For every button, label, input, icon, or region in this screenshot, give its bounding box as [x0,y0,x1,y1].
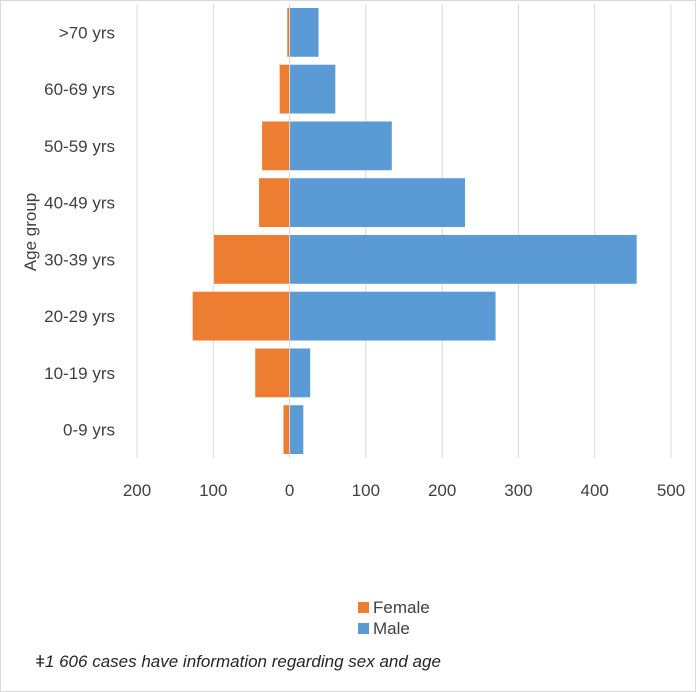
bar-female-6 [279,64,290,114]
category-label-1: 10-19 yrs [44,364,115,383]
category-label-5: 50-59 yrs [44,137,115,156]
bar-female-4 [259,178,290,228]
legend-swatch-male [358,623,369,634]
y-axis-title: Age group [21,193,40,271]
bar-male-6 [289,64,336,114]
bar-male-3 [289,234,637,284]
legend-item-female: Female [358,597,430,618]
bar-male-7 [289,7,319,57]
legend-item-male: Male [358,618,430,639]
x-tick-label-2: 0 [285,481,294,500]
bar-male-5 [289,121,392,171]
legend: Female Male [358,597,430,639]
legend-label-female: Female [373,597,430,617]
bar-female-5 [262,121,290,171]
bar-male-4 [289,178,466,228]
x-tick-label-4: 200 [428,481,456,500]
bar-female-0 [283,405,290,455]
category-label-0: 0-9 yrs [63,421,115,440]
bar-male-0 [289,405,304,455]
category-label-6: 60-69 yrs [44,80,115,99]
category-label-4: 40-49 yrs [44,194,115,213]
x-tick-label-5: 300 [504,481,532,500]
x-tick-label-6: 400 [581,481,609,500]
bar-male-1 [289,348,311,398]
bar-male-2 [289,291,496,341]
category-label-7: >70 yrs [59,23,115,42]
x-tick-label-3: 100 [352,481,380,500]
category-label-3: 30-39 yrs [44,250,115,269]
x-tick-label-1: 100 [199,481,227,500]
bar-female-2 [192,291,290,341]
category-label-2: 20-29 yrs [44,307,115,326]
bar-female-1 [255,348,290,398]
legend-swatch-female [358,602,369,613]
legend-label-male: Male [373,618,410,638]
bar-female-3 [214,234,290,284]
x-tick-label-7: 500 [657,481,685,500]
footnote: ǂ1 606 cases have information regarding … [35,652,441,671]
bar-female-7 [287,7,290,57]
x-tick-label-0: 200 [123,481,151,500]
